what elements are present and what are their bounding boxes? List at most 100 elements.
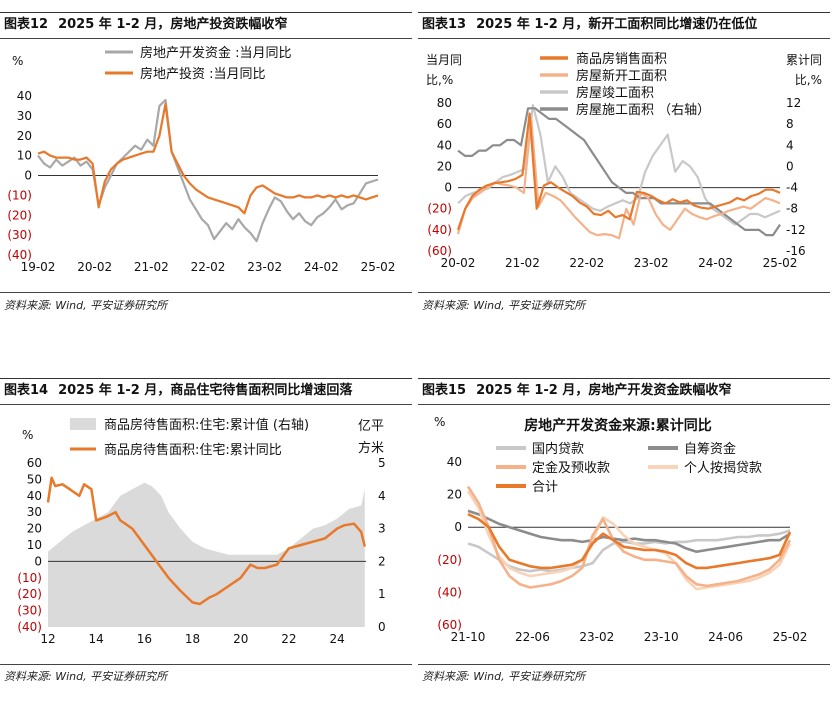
x-tick-label: 23-02 (634, 256, 669, 270)
series-line (37, 102, 379, 215)
figure-title: 2025 年 1-2 月，房地产投资跌幅收窄 (58, 17, 288, 32)
x-tick-label: 22-02 (569, 256, 604, 270)
legend-label: 商品房待售面积:住宅:累计值 (右轴) (104, 417, 309, 433)
legend-label: 房地产开发资金 :当月同比 (140, 45, 292, 61)
chart-title: 图表14 2025 年 1-2 月，商品住宅待售面积同比增速回落 (0, 379, 412, 403)
series-line (457, 104, 781, 226)
y-right-tick-label: 1 (378, 587, 386, 601)
x-tick-label: 25-02 (773, 630, 808, 644)
source-note: 资料来源: Wind, 平安证券研究所 (422, 299, 586, 312)
panel-top-rule (0, 378, 412, 379)
source-rule (0, 292, 412, 293)
y-tick-label: 20 (27, 522, 42, 536)
series-line (456, 112, 781, 231)
y-right-tick-label: 4 (786, 138, 794, 152)
y-tick-label: 20 (447, 488, 462, 502)
y-right-tick-label: 4 (378, 489, 386, 503)
y-tick-label: 0 (454, 520, 462, 534)
x-tick-label: 20-02 (77, 260, 112, 274)
legend-label: 房屋竣工面积 (576, 85, 654, 101)
x-tick-label: 23-02 (247, 260, 282, 274)
y-right-tick-label: 12 (786, 96, 801, 110)
y-right-tick-label: -16 (786, 244, 806, 258)
series-line (466, 485, 792, 589)
x-tick-label: 25-02 (763, 256, 798, 270)
y-left-label: 比,% (426, 73, 453, 87)
panel-fig13: 图表13 2025 年 1-2 月，新开工面积同比增速仍在低位 当月同 比,% 累计同… (418, 0, 830, 330)
x-tick-label: 21-10 (451, 630, 486, 644)
figure-title: 2025 年 1-2 月，新开工面积同比增速仍在低位 (476, 17, 758, 32)
x-tick-label: 20 (233, 632, 248, 646)
panel-top-rule (418, 378, 830, 379)
y-right-label: 亿平 (358, 419, 384, 434)
y-right-tick-label: 5 (378, 456, 386, 470)
source-note: 资料来源: Wind, 平安证券研究所 (4, 670, 168, 683)
y-tick-label: 60 (437, 117, 452, 131)
x-tick-label: 20-02 (441, 256, 476, 270)
inner-chart-title: 房地产开发资金来源:累计同比 (524, 417, 712, 434)
x-tick-label: 25-02 (361, 260, 396, 274)
x-tick-label: 22 (281, 632, 296, 646)
y-tick-label: 40 (437, 138, 452, 152)
legend-label: 个人按揭贷款 (684, 461, 762, 476)
x-tick-label: 24 (329, 632, 344, 646)
y-unit-label: % (434, 415, 445, 429)
y-tick-label: (60) (437, 618, 462, 632)
figure-number: 图表15 (422, 383, 467, 398)
x-tick-label: 24-06 (708, 630, 743, 644)
y-tick-label: 10 (17, 149, 32, 163)
x-tick-label: 19-02 (21, 260, 56, 274)
y-tick-label: (30) (17, 604, 42, 618)
chart-title: 图表15 2025 年 1-2 月，房地产开发资金跌幅收窄 (418, 379, 830, 403)
y-right-label: 方米 (358, 440, 384, 456)
y-right-tick-label: -12 (786, 223, 806, 237)
x-tick-label: 18 (185, 632, 200, 646)
source-rule (0, 664, 412, 665)
x-tick-label: 23-10 (644, 630, 679, 644)
y-tick-label: 30 (27, 505, 42, 519)
x-tick-label: 16 (137, 632, 152, 646)
series-line (37, 98, 379, 243)
y-tick-label: (20) (17, 587, 42, 601)
figure-number: 图表12 (4, 17, 49, 32)
series-line (46, 476, 367, 606)
figure-title: 2025 年 1-2 月，房地产开发资金跌幅收窄 (476, 383, 732, 398)
series-line (467, 529, 791, 573)
y-right-tick-label: -8 (786, 202, 798, 216)
y-tick-label: (10) (17, 571, 42, 585)
y-tick-label: 0 (444, 181, 452, 195)
legend-label: 房屋施工面积 （右轴） (576, 102, 710, 118)
x-tick-label: 24-02 (698, 256, 733, 270)
y-unit-label: % (12, 54, 23, 68)
y-right-tick-label: 0 (378, 620, 386, 634)
series-line (466, 490, 792, 591)
legend-label: 自筹资金 (684, 441, 736, 457)
title-rule (418, 38, 830, 39)
legend-label: 定金及预收款 (532, 460, 610, 476)
y-tick-label: (10) (7, 188, 32, 202)
series-area (48, 482, 365, 627)
legend-label: 国内贷款 (532, 441, 584, 457)
figure-number: 图表14 (4, 383, 49, 398)
y-right-tick-label: 8 (786, 117, 794, 131)
y-tick-label: 80 (437, 96, 452, 110)
y-tick-label: 50 (27, 472, 42, 486)
x-tick-label: 21-02 (134, 260, 169, 274)
legend-label: 商品房待售面积:住宅:累计同比 (104, 442, 282, 458)
x-tick-label: 22-06 (515, 630, 550, 644)
x-tick-label: 14 (89, 632, 104, 646)
title-rule (0, 38, 412, 39)
chart-fig14: %亿平方米6050403020100(10)(20)(30)(40)543210… (17, 417, 386, 646)
series-line (467, 509, 791, 553)
panel-fig15: 图表15 2025 年 1-2 月，房地产开发资金跌幅收窄 % 房地产开发资金来源:… (418, 370, 830, 701)
source-note: 资料来源: Wind, 平安证券研究所 (4, 299, 168, 312)
y-tick-label: 0 (24, 169, 32, 183)
panel-fig14: 图表14 2025 年 1-2 月，商品住宅待售面积同比增速回落 % 亿平 方米 60 5… (0, 370, 412, 701)
legend-swatch (70, 418, 96, 430)
chart-fig13: 当月同比,%累计同比,%806040200(20)(40)(60)12840-4… (426, 51, 822, 270)
figure-title: 2025 年 1-2 月，商品住宅待售面积同比增速回落 (58, 383, 353, 398)
legend-label: 房屋新开工面积 (576, 68, 667, 84)
y-tick-label: (40) (7, 248, 32, 262)
series-line (457, 107, 781, 237)
y-tick-label: (40) (17, 620, 42, 634)
